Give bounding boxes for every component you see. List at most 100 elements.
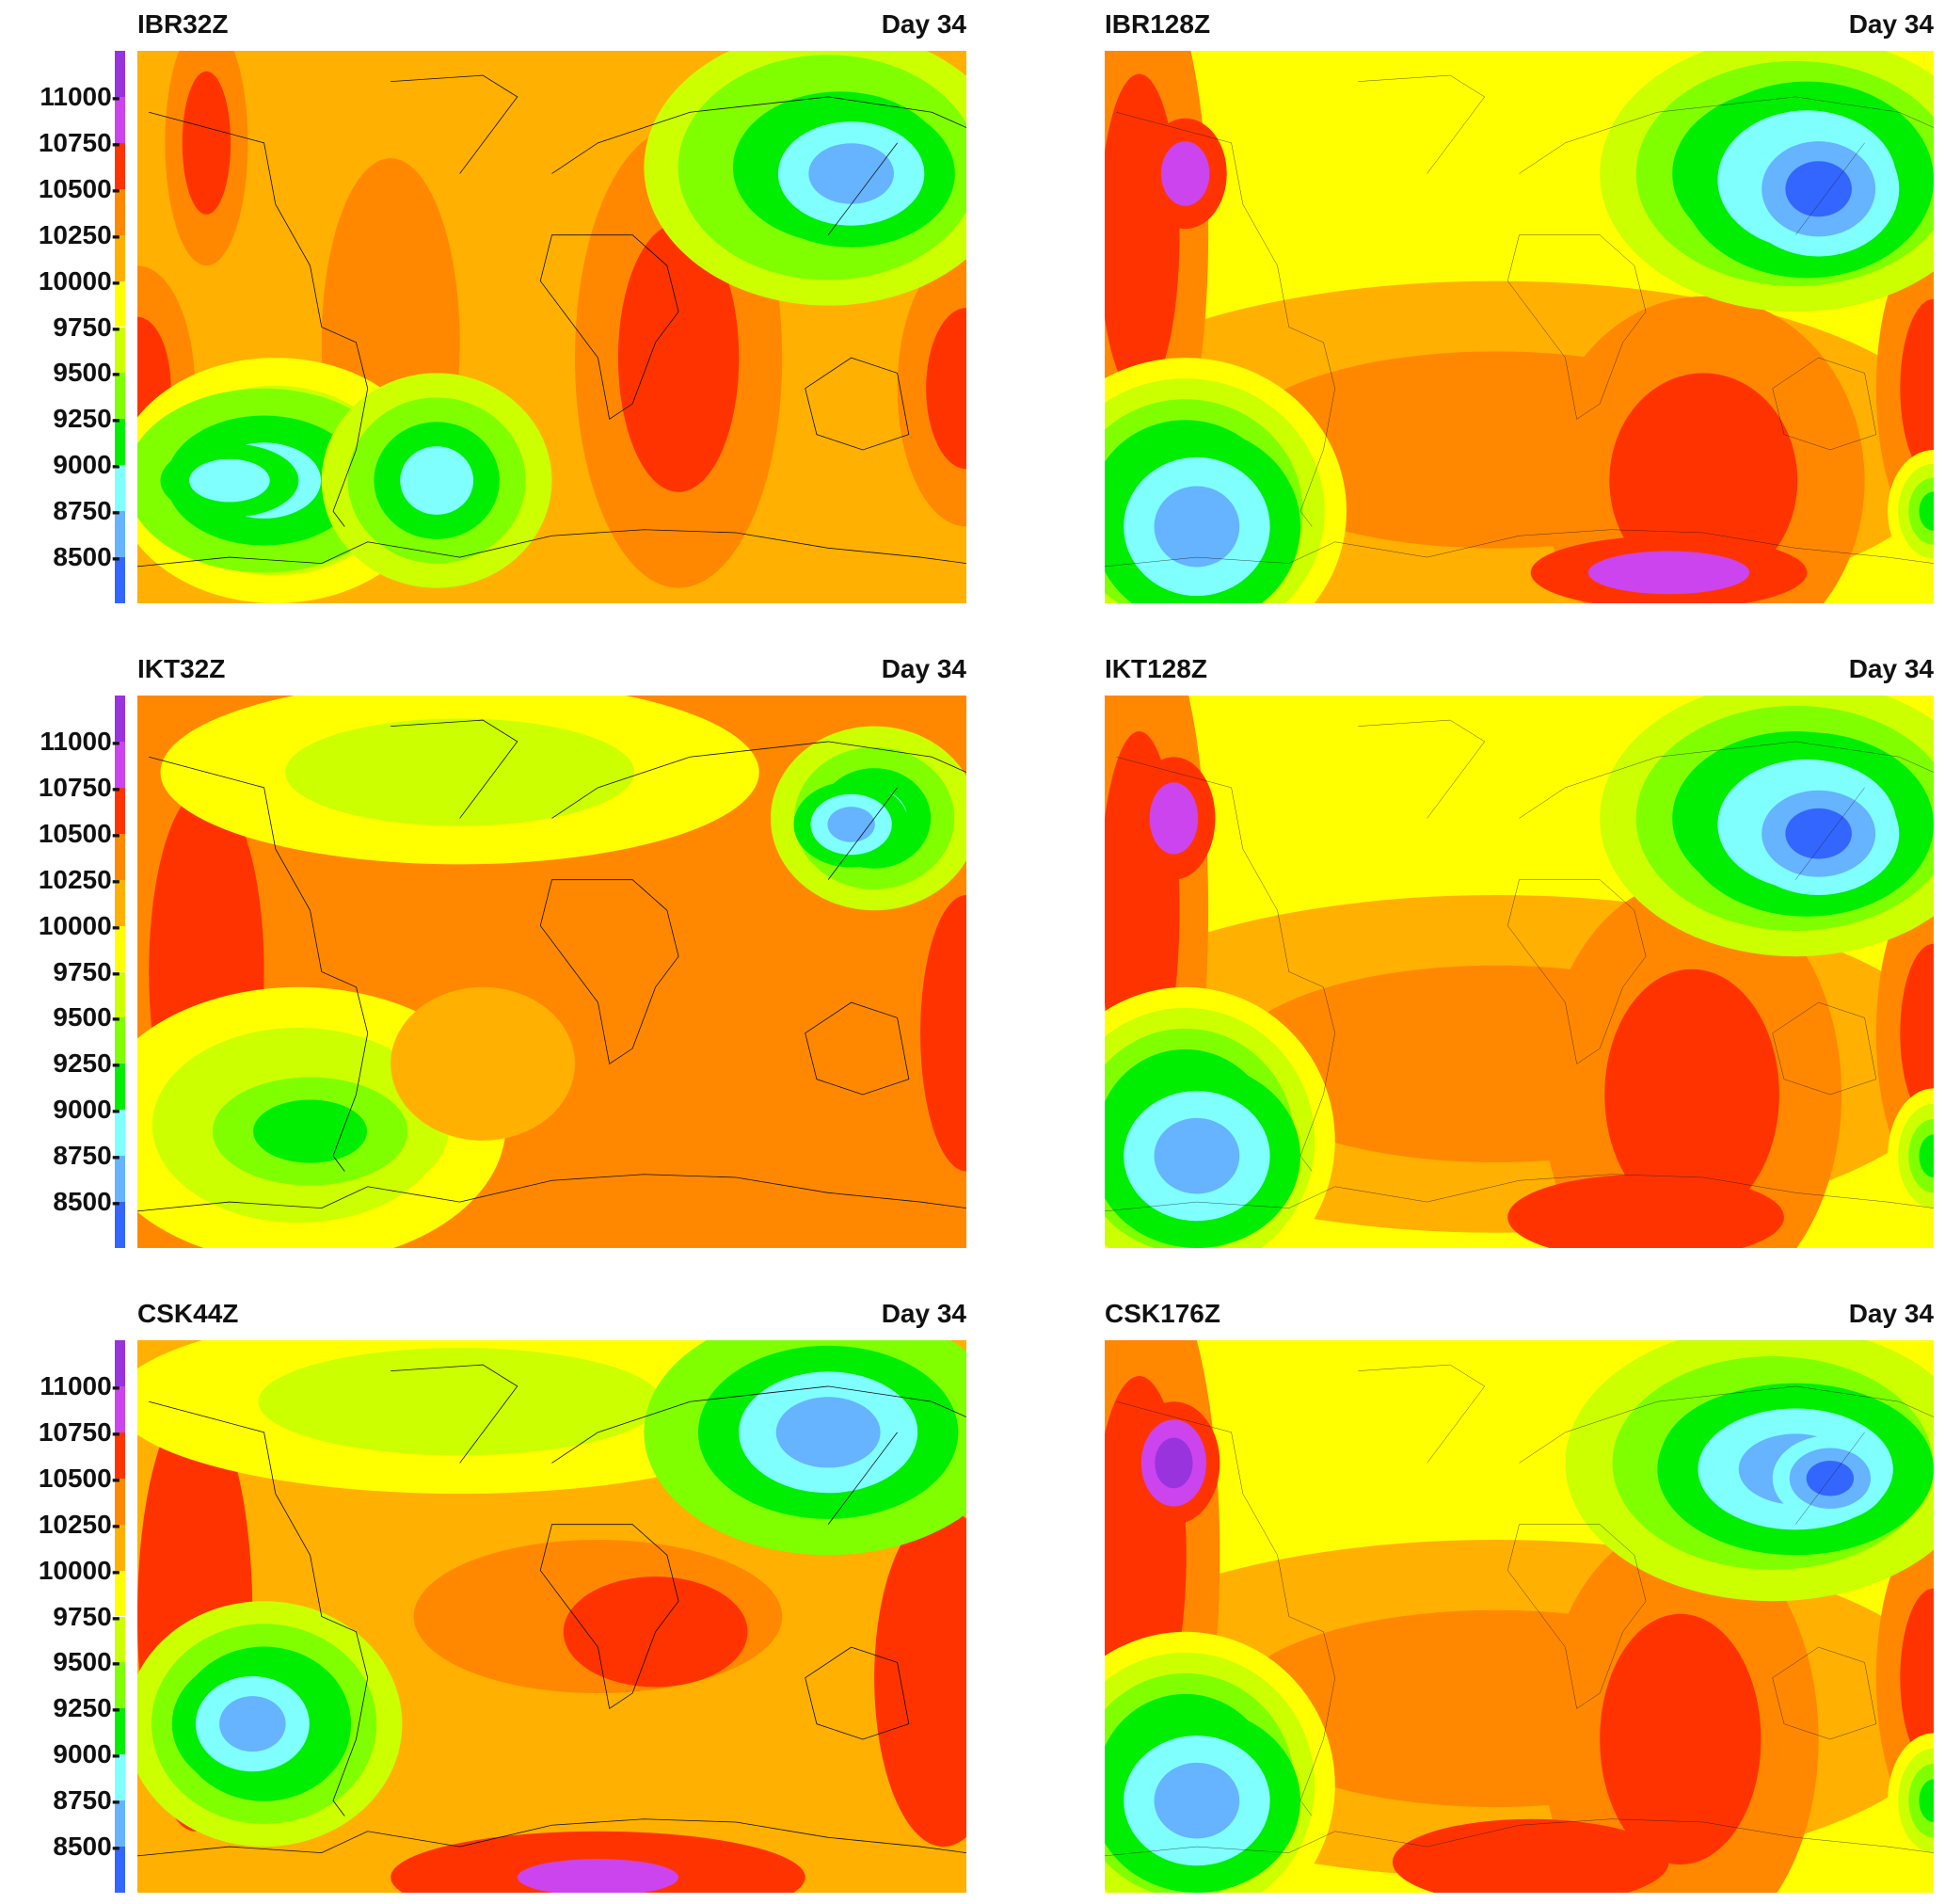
coastline bbox=[137, 530, 966, 567]
coastline bbox=[540, 235, 678, 420]
contour-band bbox=[926, 308, 966, 470]
coastline bbox=[1520, 97, 1935, 235]
colorbar-segment bbox=[115, 1616, 125, 1663]
contour-band bbox=[808, 143, 894, 204]
coastline bbox=[137, 1819, 966, 1856]
map-panel-ibr32z: IBR32Z Day 34 bbox=[137, 9, 966, 603]
coastline bbox=[149, 1401, 367, 1816]
coastline bbox=[1773, 1647, 1876, 1739]
panel-title: IKT32Z bbox=[137, 654, 226, 683]
panel-day-label: Day 34 bbox=[881, 654, 966, 683]
colorbar bbox=[115, 1340, 125, 1893]
colorbar-segment bbox=[115, 1017, 125, 1064]
contour-band bbox=[400, 446, 474, 515]
contour-band bbox=[1900, 298, 1934, 478]
coastline bbox=[1105, 530, 1934, 567]
colorbar-segment bbox=[115, 1662, 125, 1709]
colorbar-tick-label: 10750- bbox=[38, 772, 120, 802]
colorbar-segment bbox=[115, 1110, 125, 1157]
panel-title: IKT128Z bbox=[1105, 654, 1207, 683]
colorbar-segment bbox=[115, 1385, 125, 1432]
colorbar-tick-label: 9250- bbox=[53, 1693, 120, 1723]
coastline bbox=[1507, 235, 1646, 420]
colorbar-segment bbox=[115, 327, 125, 374]
panel-day-label: Day 34 bbox=[1848, 1299, 1934, 1328]
colorbar-segment bbox=[115, 1570, 125, 1617]
contour-band bbox=[1919, 1779, 1934, 1822]
colorbar-segment bbox=[115, 373, 125, 420]
colorbar-tick-label: 9750- bbox=[53, 956, 120, 986]
colorbar-segment bbox=[115, 1524, 125, 1571]
map-panel-ibr128z: IBR128Z Day 34 bbox=[1105, 9, 1935, 603]
colorbar-segment bbox=[115, 511, 125, 558]
colorbar-tick-label: 10000- bbox=[38, 910, 120, 940]
contour-band bbox=[1604, 968, 1779, 1221]
coastline bbox=[1773, 358, 1876, 450]
contour-band bbox=[253, 1099, 368, 1163]
colorbar-segment bbox=[115, 1800, 125, 1848]
contour-band bbox=[1785, 161, 1852, 217]
height-field-map bbox=[1105, 696, 1934, 1248]
coastline bbox=[1116, 757, 1334, 1171]
coastline bbox=[805, 1647, 909, 1739]
contour-band bbox=[1900, 943, 1934, 1123]
height-field-map bbox=[137, 51, 966, 603]
colorbar-segment bbox=[115, 51, 125, 97]
colorbar-segment bbox=[115, 1156, 125, 1203]
colorbar-tick-label: 9500- bbox=[53, 1002, 120, 1032]
coastline bbox=[552, 97, 967, 235]
contour-band bbox=[1154, 1762, 1240, 1839]
colorbar-segment bbox=[115, 419, 125, 466]
colorbar-segment bbox=[115, 1847, 125, 1893]
coastline bbox=[552, 742, 967, 880]
coastline bbox=[1520, 1386, 1935, 1525]
colorbar-tick-label: 10500- bbox=[38, 173, 120, 203]
coastline bbox=[1116, 1401, 1334, 1816]
coastline bbox=[1105, 1175, 1934, 1211]
coastline bbox=[1116, 112, 1334, 526]
coastline bbox=[540, 1525, 678, 1709]
colorbar-segment bbox=[115, 879, 125, 926]
colorbar-segment bbox=[115, 465, 125, 512]
panel-day-label: Day 34 bbox=[881, 9, 966, 39]
contour-band bbox=[189, 458, 270, 503]
coastline bbox=[391, 720, 518, 818]
height-field-map bbox=[137, 1340, 966, 1893]
colorbar-segment bbox=[115, 1432, 125, 1479]
contour-band bbox=[285, 718, 635, 826]
panel-day-label: Day 34 bbox=[881, 1299, 966, 1328]
colorbar-segment bbox=[115, 557, 125, 603]
contour-band bbox=[1919, 1134, 1934, 1177]
contour-band bbox=[1600, 1613, 1762, 1865]
coastline bbox=[149, 112, 367, 526]
coastline bbox=[391, 75, 518, 173]
coastline bbox=[137, 1175, 966, 1211]
coastline bbox=[540, 880, 678, 1064]
coastline bbox=[1507, 1525, 1646, 1709]
colorbar-tick-label: 9750- bbox=[53, 1601, 120, 1631]
colorbar-segment bbox=[115, 1478, 125, 1525]
coastline bbox=[1520, 742, 1935, 880]
colorbar-tick-label: 9000- bbox=[53, 1095, 120, 1125]
colorbar-tick-label: 8500- bbox=[53, 1187, 120, 1217]
colorbar-segment bbox=[115, 1064, 125, 1111]
height-field-map bbox=[137, 696, 966, 1248]
colorbar-segment bbox=[115, 142, 125, 189]
panel-title: CSK44Z bbox=[137, 1299, 239, 1328]
contour-band bbox=[1149, 782, 1199, 855]
contour-band bbox=[391, 986, 575, 1141]
contour-band bbox=[1160, 141, 1210, 206]
colorbar-tick-label: 8750- bbox=[53, 1141, 120, 1171]
coastline bbox=[1358, 75, 1485, 173]
coastline bbox=[805, 358, 909, 450]
colorbar-tick-label: 9250- bbox=[53, 1048, 120, 1079]
colorbar-tick-label: 8750- bbox=[53, 496, 120, 526]
colorbar-tick-label: 9250- bbox=[53, 404, 120, 434]
colorbar-segment bbox=[115, 188, 125, 235]
colorbar-segment bbox=[115, 1708, 125, 1755]
panel-title: CSK176Z bbox=[1105, 1299, 1220, 1328]
colorbar-tick-label: 10000- bbox=[38, 265, 120, 296]
contour-band bbox=[617, 223, 740, 492]
colorbar-segment bbox=[115, 696, 125, 742]
colorbar-tick-label: 9750- bbox=[53, 312, 120, 342]
